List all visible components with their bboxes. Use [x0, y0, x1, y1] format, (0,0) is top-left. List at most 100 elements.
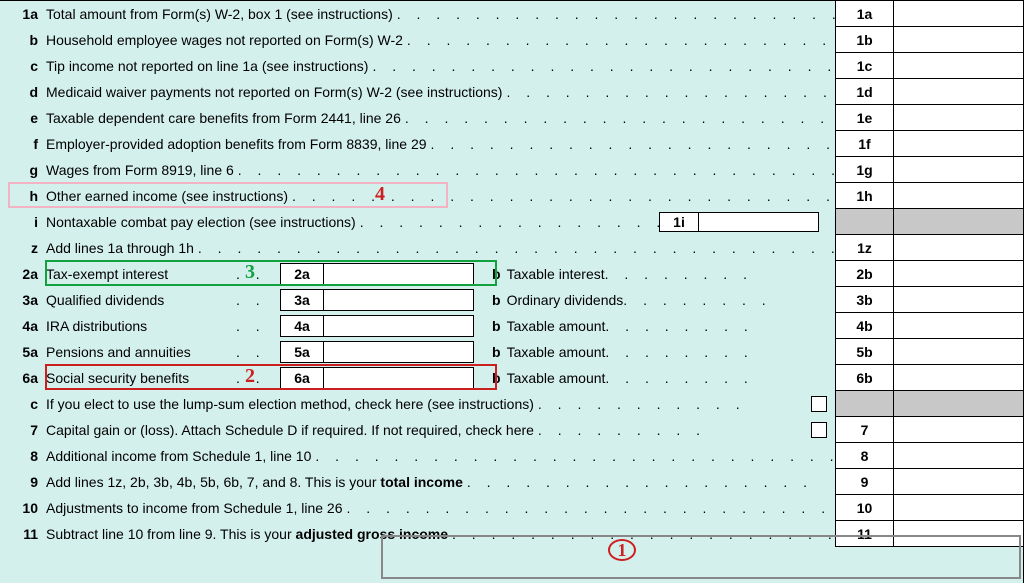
leader-dots: . . . . . . . . . . . . . . . . . . . . … [452, 526, 835, 542]
b-label: b [474, 318, 507, 334]
line-num: 2a [0, 266, 46, 282]
line-desc-b: Taxable amount [507, 344, 606, 360]
leader-dots: . . . . . . . . . . . . . . . . . . . . … [238, 162, 835, 178]
amount-field[interactable] [893, 53, 1023, 79]
line-box-shaded [835, 391, 893, 417]
line-box: 6b [835, 365, 893, 391]
line-box: 3b [835, 287, 893, 313]
amount-field[interactable] [893, 521, 1023, 547]
line-desc-a: Social security benefits [46, 370, 236, 386]
leader-dots: . . . . . . . . . . . . . . . . . . . . … [372, 58, 835, 74]
line-num: 6a [0, 370, 46, 386]
b-label: b [474, 292, 507, 308]
line-box: 4b [835, 313, 893, 339]
leader-dots: . . . . . . . . . . . . . . . . [360, 214, 659, 230]
leader-dots: . . . . . . . . [605, 318, 835, 334]
line-desc: Total amount from Form(s) W-2, box 1 (se… [46, 6, 397, 22]
line-1i: i Nontaxable combat pay election (see in… [0, 209, 1023, 235]
amount-field[interactable] [893, 417, 1023, 443]
line-box: 1b [835, 27, 893, 53]
amount-field[interactable] [893, 183, 1023, 209]
amount-field[interactable] [893, 443, 1023, 469]
tax-form-1040-section: 1a Total amount from Form(s) W-2, box 1 … [0, 0, 1024, 583]
mid-amount[interactable] [324, 289, 474, 311]
amount-field[interactable] [893, 157, 1023, 183]
line-desc-a: IRA distributions [46, 318, 236, 334]
line-desc: If you elect to use the lump-sum electio… [46, 396, 538, 412]
mid-box-5a: 5a [280, 341, 324, 363]
line-desc: Add lines 1a through 1h [46, 240, 198, 256]
mid-amount[interactable] [324, 263, 474, 285]
leader-dots: . . . . . . . . [605, 370, 835, 386]
leader-dots: . . . . . . . . . . . . . . . . . . . . … [405, 110, 835, 126]
line-box: 1a [835, 1, 893, 27]
line-num: f [0, 136, 46, 152]
mid-box-2a: 2a [280, 263, 324, 285]
leader-dots: . . . . . . . . [605, 344, 835, 360]
line-8: 8 Additional income from Schedule 1, lin… [0, 443, 1023, 469]
mid-amount[interactable] [324, 341, 474, 363]
amount-field[interactable] [893, 339, 1023, 365]
line-desc-b: Taxable amount [507, 370, 606, 386]
mid-amount[interactable] [324, 367, 474, 389]
line-6c: c If you elect to use the lump-sum elect… [0, 391, 1023, 417]
amount-field[interactable] [893, 235, 1023, 261]
amount-field[interactable] [893, 105, 1023, 131]
amount-field[interactable] [893, 313, 1023, 339]
line-4: 4a IRA distributions . . 4a b Taxable am… [0, 313, 1023, 339]
line-1b: b Household employee wages not reported … [0, 27, 1023, 53]
leader-dots: . . . . . . . . [623, 292, 835, 308]
line-box: 1d [835, 79, 893, 105]
line-desc: Nontaxable combat pay election (see inst… [46, 214, 360, 230]
line-num: 10 [0, 500, 46, 516]
line-num: d [0, 84, 46, 100]
line-box: 9 [835, 469, 893, 495]
line-1f: f Employer-provided adoption benefits fr… [0, 131, 1023, 157]
line-box: 11 [835, 521, 893, 547]
amount-field[interactable] [893, 131, 1023, 157]
leader-dots: . . . . . . . . [605, 266, 835, 282]
line-desc: Medicaid waiver payments not reported on… [46, 84, 506, 100]
line-box: 1c [835, 53, 893, 79]
leader-dots: . . . . . . . . . [538, 422, 803, 438]
line-2: 2a Tax-exempt interest . . 2a b Taxable … [0, 261, 1023, 287]
amount-field[interactable] [893, 261, 1023, 287]
line-num: c [0, 58, 46, 74]
line-desc: Other earned income (see instructions) [46, 188, 292, 204]
lump-sum-checkbox[interactable] [811, 396, 827, 412]
line-desc-part-a: Subtract line 10 from line 9. This is yo… [46, 526, 296, 542]
line-desc: Tip income not reported on line 1a (see … [46, 58, 372, 74]
line-7: 7 Capital gain or (loss). Attach Schedul… [0, 417, 1023, 443]
line-3: 3a Qualified dividends . . 3a b Ordinary… [0, 287, 1023, 313]
leader-dots: . . [236, 344, 276, 360]
leader-dots: . . . . . . . . . . . . . . . . . . . . … [315, 448, 835, 464]
b-label: b [474, 344, 507, 360]
inline-box-1i: 1i [659, 212, 699, 232]
b-label: b [474, 370, 507, 386]
line-desc: Subtract line 10 from line 9. This is yo… [46, 526, 452, 542]
amount-field[interactable] [893, 365, 1023, 391]
inline-amount-1i[interactable] [699, 212, 819, 232]
amount-field[interactable] [893, 287, 1023, 313]
line-desc: Wages from Form 8919, line 6 [46, 162, 238, 178]
line-box: 1z [835, 235, 893, 261]
leader-dots: . . . . . . . . . . . . . . . . . . . . … [431, 136, 835, 152]
amount-field[interactable] [893, 1, 1023, 27]
line-box: 1f [835, 131, 893, 157]
amount-field[interactable] [893, 495, 1023, 521]
line-box: 8 [835, 443, 893, 469]
mid-amount[interactable] [324, 315, 474, 337]
line-num: 1a [0, 6, 46, 22]
line-num: b [0, 32, 46, 48]
line-box: 1e [835, 105, 893, 131]
amount-field[interactable] [893, 79, 1023, 105]
line-num: e [0, 110, 46, 126]
line-box: 10 [835, 495, 893, 521]
schedule-d-checkbox[interactable] [811, 422, 827, 438]
line-box: 1g [835, 157, 893, 183]
amount-field[interactable] [893, 469, 1023, 495]
line-1h: h Other earned income (see instructions)… [0, 183, 1023, 209]
line-1d: d Medicaid waiver payments not reported … [0, 79, 1023, 105]
amount-field[interactable] [893, 27, 1023, 53]
line-desc: Employer-provided adoption benefits from… [46, 136, 431, 152]
